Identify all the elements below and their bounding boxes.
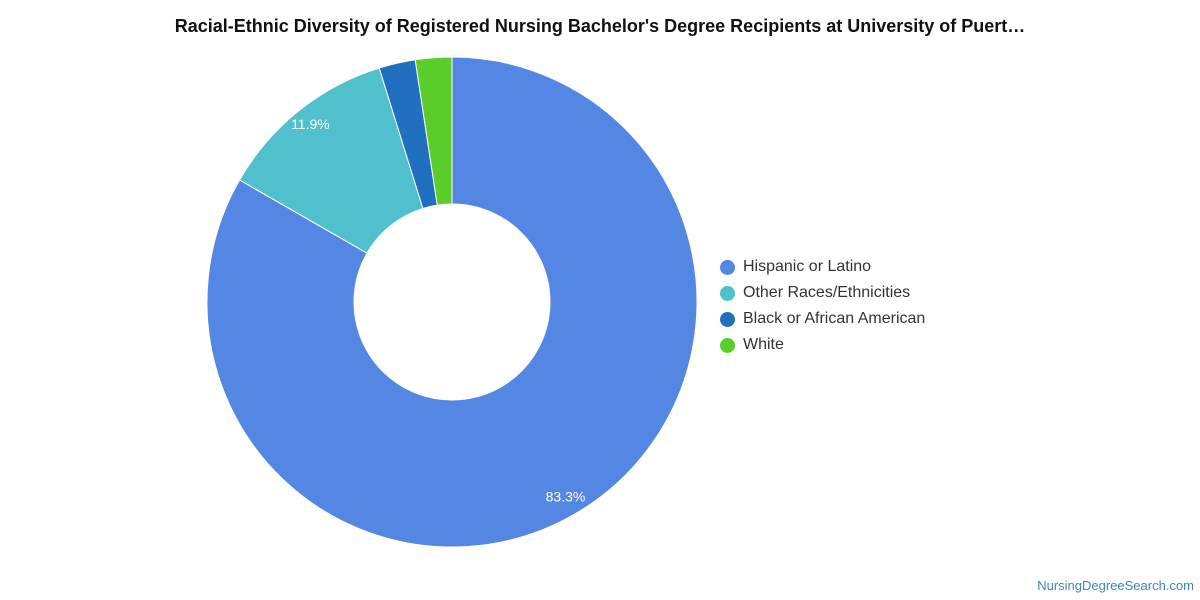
legend-item-other-races-ethnicities[interactable]: Other Races/Ethnicities: [720, 280, 925, 306]
legend-label: White: [743, 336, 784, 353]
donut-slice-labels: 83.3% 11.9%: [291, 116, 585, 505]
slice-label-hispanic-or-latino: 83.3%: [546, 489, 586, 505]
legend-item-hispanic-or-latino[interactable]: Hispanic or Latino: [720, 254, 925, 280]
slice-hispanic-or-latino: [206, 56, 698, 548]
chart-title: Racial-Ethnic Diversity of Registered Nu…: [174, 16, 1026, 36]
legend-swatch: [720, 311, 735, 327]
donut-slices: [206, 56, 698, 548]
legend-swatch: [720, 285, 735, 301]
legend-swatch: [720, 337, 735, 353]
legend-label: Black or African American: [743, 310, 926, 327]
slice-white: [414, 56, 453, 206]
legend-swatch: [720, 259, 735, 275]
slice-label-other-races-ethnicities: 11.9%: [291, 116, 330, 132]
chart-legend: Hispanic or Latino Other Races/Ethnicitie…: [720, 254, 925, 358]
watermark: NursingDegreeSearch.com: [1037, 578, 1194, 593]
legend-item-white[interactable]: White: [720, 332, 925, 358]
slice-other-races-ethnicities: [238, 67, 424, 254]
legend-label: Other Races/Ethnicities: [743, 284, 911, 301]
legend-label: Hispanic or Latino: [743, 258, 872, 275]
legend-item-black-or-african-american[interactable]: Black or African American: [720, 306, 925, 332]
